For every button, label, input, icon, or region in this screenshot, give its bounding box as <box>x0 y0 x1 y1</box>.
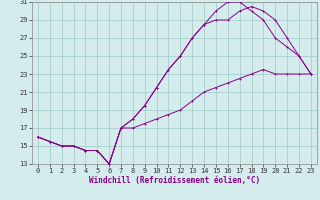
X-axis label: Windchill (Refroidissement éolien,°C): Windchill (Refroidissement éolien,°C) <box>89 176 260 185</box>
